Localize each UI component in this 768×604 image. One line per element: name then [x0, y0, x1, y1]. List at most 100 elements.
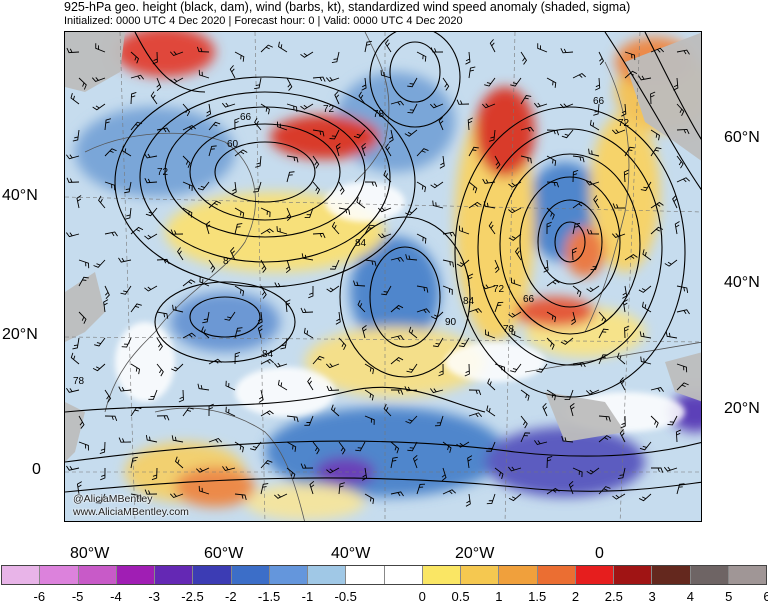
- wind-barb: [196, 467, 210, 473]
- wind-barb: [520, 415, 528, 429]
- wind-barb: [612, 493, 626, 500]
- wind-barb: [144, 178, 158, 184]
- wind-barb: [381, 285, 392, 296]
- wind-barb: [286, 77, 293, 91]
- wind-barb: [234, 223, 243, 235]
- wind-barb: [508, 181, 522, 188]
- wind-barb: [361, 142, 367, 157]
- wind-barb: [78, 276, 89, 287]
- wind-barb: [468, 389, 482, 396]
- wind-barb: [338, 337, 347, 351]
- wind-barb: [456, 99, 470, 105]
- wind-barb: [571, 247, 578, 261]
- wind-barb: [595, 77, 601, 91]
- credit-website: www.AliciaMBentley.com: [73, 506, 189, 518]
- wind-barb: [130, 92, 137, 105]
- wind-barb: [624, 253, 638, 261]
- colorbar-label: 5: [725, 589, 733, 604]
- wind-barb: [197, 181, 210, 191]
- wind-barb: [442, 489, 456, 495]
- wind-barb: [650, 147, 662, 157]
- wind-barb: [638, 493, 652, 502]
- wind-barb: [534, 440, 548, 445]
- wind-barb: [624, 325, 630, 339]
- chart-subtitle: Initialized: 0000 UTC 4 Dec 2020 | Forec…: [64, 15, 463, 27]
- wind-barb: [485, 329, 496, 339]
- wind-barb: [156, 77, 162, 92]
- wind-barb: [92, 103, 106, 111]
- colorbar-label: 6: [763, 589, 768, 604]
- wind-barb: [416, 308, 431, 314]
- wind-barb: [206, 103, 212, 117]
- wind-barb: [442, 259, 454, 268]
- wind-barb: [676, 49, 690, 55]
- wind-barb: [76, 481, 82, 495]
- lat-label-right: 60°N: [724, 129, 760, 146]
- wind-barb: [507, 466, 522, 472]
- wind-barb: [353, 280, 366, 287]
- wind-barb: [325, 77, 340, 82]
- wind-barb: [442, 441, 452, 453]
- contour-label: 8: [223, 256, 229, 267]
- wind-barb: [156, 415, 170, 421]
- wind-barb: [208, 437, 223, 443]
- wind-barb: [407, 441, 418, 452]
- wind-barb: [130, 226, 144, 235]
- wind-barb: [156, 337, 163, 351]
- wind-barb: [559, 103, 574, 109]
- wind-barb: [623, 169, 630, 183]
- wind-barb: [70, 352, 80, 365]
- wind-barb: [300, 463, 314, 469]
- wind-barb: [66, 177, 80, 183]
- wind-barb: [442, 231, 456, 237]
- wind-barb: [78, 415, 85, 429]
- wind-barb: [276, 226, 288, 235]
- wind-barb: [325, 363, 340, 369]
- wind-barb: [564, 389, 574, 400]
- colorbar-cell: [652, 566, 691, 584]
- wind-barb: [230, 247, 236, 261]
- wind-barb: [624, 70, 638, 79]
- wind-barb: [620, 415, 626, 429]
- wind-barb: [468, 66, 476, 79]
- wind-barb: [508, 207, 522, 214]
- wind-barb: [429, 103, 444, 109]
- wind-barb: [572, 155, 585, 163]
- wind-barb: [364, 181, 378, 187]
- wind-barbs: [66, 39, 690, 507]
- wind-barb: [170, 77, 184, 84]
- wind-barb: [489, 39, 496, 53]
- wind-barb: [510, 277, 522, 287]
- wind-barb: [412, 454, 418, 469]
- wind-barb: [329, 129, 340, 140]
- wind-barb: [481, 103, 496, 109]
- wind-barb: [250, 441, 262, 451]
- colorbar-cell: [384, 566, 423, 584]
- wind-barb: [676, 285, 689, 293]
- wind-barb: [568, 480, 574, 495]
- wind-barb: [152, 51, 158, 65]
- wind-barb: [407, 77, 418, 88]
- wind-barb: [202, 311, 210, 324]
- wind-barb: [520, 95, 532, 105]
- wind-barb: [546, 221, 552, 235]
- wind-barb: [546, 337, 555, 350]
- wind-barb: [638, 75, 652, 81]
- wind-barb: [174, 456, 184, 469]
- lat-label-right: 40°N: [724, 274, 760, 291]
- colorbar-label: -1.5: [257, 589, 281, 604]
- wind-barb: [104, 118, 111, 131]
- wind-barb: [130, 456, 138, 469]
- wind-barb: [638, 285, 652, 293]
- wind-barb: [482, 284, 496, 290]
- wind-barb: [468, 308, 483, 313]
- lat-label-left: 0: [32, 461, 41, 478]
- wind-barb: [546, 487, 560, 495]
- wind-barb: [205, 220, 211, 235]
- wind-barb: [598, 51, 605, 65]
- wind-barb: [617, 467, 626, 480]
- wind-barb: [675, 429, 682, 443]
- contour-label: 78: [373, 109, 385, 120]
- contour-label: 66: [240, 112, 252, 123]
- wind-barb: [364, 259, 377, 267]
